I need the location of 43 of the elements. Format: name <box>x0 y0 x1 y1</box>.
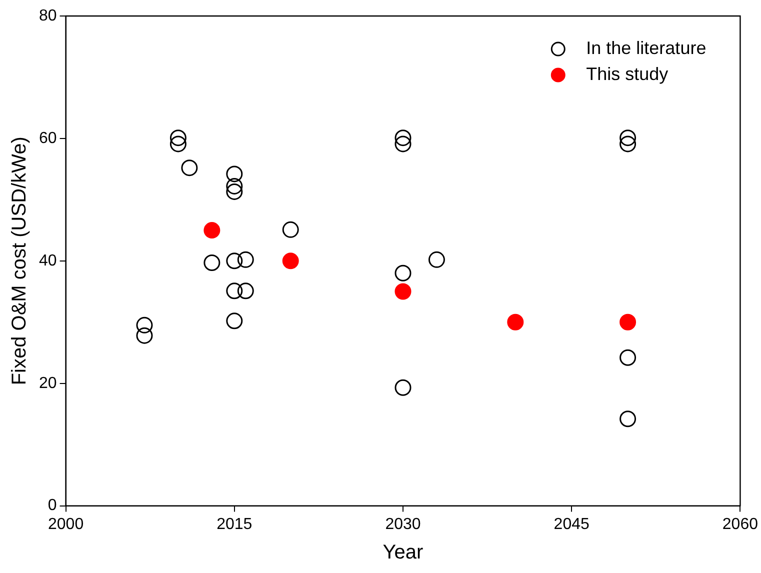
x-tick-label: 2000 <box>48 516 84 533</box>
point <box>170 136 186 152</box>
x-tick-label: 2015 <box>216 516 252 533</box>
point <box>237 282 254 300</box>
y-axis-title: Fixed O&M cost (USD/kWe) <box>8 136 31 386</box>
point <box>394 283 412 300</box>
point <box>136 327 153 344</box>
x-tick-label: 2030 <box>385 516 421 533</box>
point <box>237 251 254 268</box>
x-axis-title: Year <box>382 542 424 564</box>
y-tick-label: 60 <box>39 130 57 147</box>
point <box>226 282 243 300</box>
y-tick-label: 40 <box>39 252 57 270</box>
point <box>136 316 153 334</box>
legend-label: This study <box>586 64 668 84</box>
point <box>394 264 412 282</box>
point <box>620 314 636 330</box>
point <box>226 183 243 200</box>
point <box>226 166 243 182</box>
point <box>507 314 524 330</box>
point <box>282 221 299 238</box>
point <box>181 160 198 176</box>
point <box>394 130 412 146</box>
point <box>170 130 186 146</box>
point <box>620 136 636 152</box>
point <box>282 252 299 270</box>
x-tick-label: 2045 <box>554 516 590 533</box>
point <box>226 252 243 270</box>
point <box>620 349 636 366</box>
y-tick-label: 20 <box>39 374 57 392</box>
point <box>204 222 220 239</box>
point <box>394 136 412 152</box>
y-tick-label: 0 <box>48 497 57 514</box>
point <box>204 254 220 271</box>
point <box>620 410 636 428</box>
point <box>394 379 412 396</box>
legend-label: In the literature <box>586 38 706 58</box>
point <box>428 251 445 268</box>
x-tick-label: 2060 <box>722 516 758 533</box>
point <box>226 178 243 194</box>
point <box>226 312 243 330</box>
y-tick-label: 80 <box>39 7 57 24</box>
point <box>620 130 636 146</box>
